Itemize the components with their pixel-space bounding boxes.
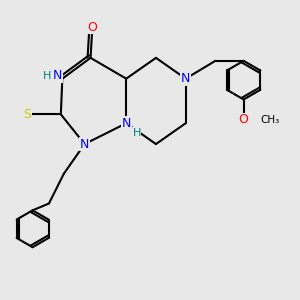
Text: N: N	[53, 69, 62, 82]
Text: N: N	[181, 72, 190, 85]
Text: H: H	[132, 128, 141, 138]
Text: O: O	[239, 113, 249, 126]
Text: CH₃: CH₃	[260, 115, 279, 125]
Text: O: O	[87, 21, 97, 34]
Text: N: N	[80, 138, 89, 151]
Text: H: H	[43, 71, 51, 81]
Text: N: N	[122, 117, 131, 130]
Text: S: S	[23, 108, 32, 121]
